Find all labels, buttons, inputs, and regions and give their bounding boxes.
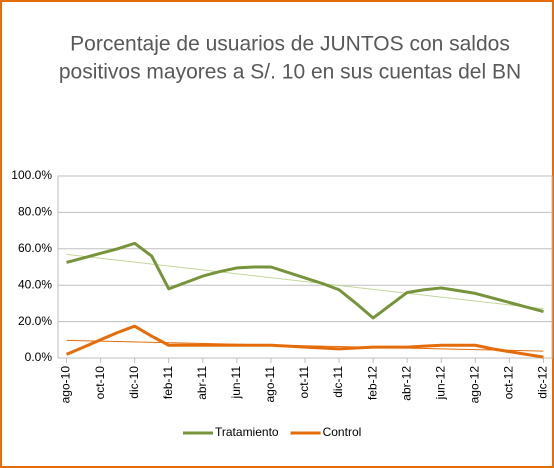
x-tick-label: ago-10 [59, 366, 73, 404]
x-tick-label: oct-12 [502, 366, 516, 400]
x-tick-label: jun-12 [433, 366, 447, 401]
x-tick-label: feb-11 [161, 366, 175, 399]
y-tick-label: 100.0% [11, 168, 52, 182]
x-tick-label: dic-10 [127, 366, 141, 399]
y-tick-label: 60.0% [18, 241, 52, 255]
legend-label: Tratamiento [215, 425, 279, 439]
x-tick-label: abr-11 [195, 366, 209, 400]
x-tick-label: oct-10 [93, 366, 107, 400]
x-tick-label: ago-12 [468, 366, 482, 404]
x-tick-label: abr-12 [399, 366, 413, 401]
x-tick-label: oct-11 [297, 366, 311, 399]
x-tick-label: jun-11 [229, 366, 243, 400]
y-tick-label: 20.0% [18, 314, 52, 328]
y-tick-label: 80.0% [18, 205, 52, 219]
x-tick-label: dic-12 [536, 366, 550, 399]
legend-label: Control [323, 425, 362, 439]
y-tick-label: 40.0% [18, 277, 52, 291]
x-tick-label: feb-12 [365, 366, 379, 400]
chart-title: positivos mayores a S/. 10 en sus cuenta… [59, 61, 521, 84]
series-line [66, 241, 544, 320]
y-tick-label: 0.0% [25, 350, 53, 364]
x-tick-label: dic-11 [331, 366, 345, 398]
chart-title: Porcentaje de usuarios de JUNTOS con sal… [70, 33, 510, 56]
x-tick-label: ago-11 [263, 366, 277, 403]
series-line [65, 324, 544, 359]
trend-line [66, 253, 544, 310]
